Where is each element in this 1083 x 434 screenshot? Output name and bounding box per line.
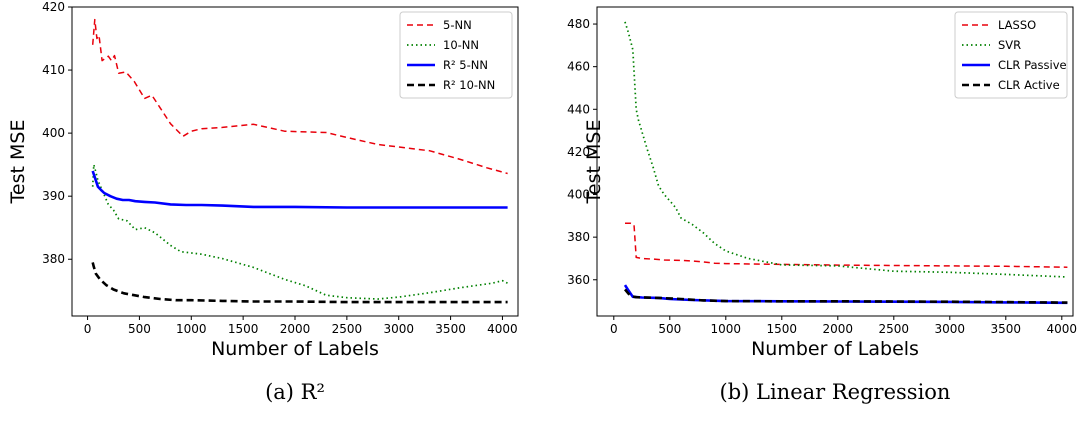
y-tick-label: 420: [567, 145, 590, 159]
x-tick-label: 1500: [767, 322, 798, 336]
panel-caption: (a) R²: [265, 380, 325, 404]
legend-label: SVR: [998, 38, 1021, 52]
series-line-r-10-nn: [91, 262, 508, 304]
legend-label: R² 10-NN: [443, 78, 495, 92]
x-tick-label: 2000: [823, 322, 854, 336]
plot-frame: [596, 6, 1074, 317]
y-axis-label: Test MSE: [583, 120, 605, 205]
y-axis-label: Test MSE: [7, 120, 29, 205]
panel-caption: (b) Linear Regression: [720, 380, 951, 404]
x-tick-label: 3500: [435, 322, 466, 336]
legend-box: [399, 11, 513, 99]
y-tick-label: 380: [567, 230, 590, 244]
x-tick-label: 3000: [383, 322, 414, 336]
legend-label: CLR Passive: [998, 58, 1067, 72]
y-tick-label: 400: [567, 188, 590, 202]
y-tick-label: 420: [42, 0, 65, 14]
x-tick-label: 1500: [228, 322, 259, 336]
x-axis-label: Number of Labels: [211, 338, 379, 360]
series-line-lasso: [625, 222, 1068, 268]
chart-panel-a: 0 500 1000 1500 2000 2500 3000 3500 4000 380 390 40…: [7, 0, 519, 404]
x-tick-label: 2500: [879, 322, 910, 336]
series-line-r-5-nn: [91, 170, 508, 209]
x-tick-label: 4000: [487, 322, 518, 336]
y-tick-label: 400: [42, 126, 65, 140]
x-tick-label: 500: [658, 322, 681, 336]
series-line-5-nn: [91, 18, 508, 175]
x-axis-label: Number of Labels: [751, 338, 919, 360]
y-tick-label: 480: [567, 17, 590, 31]
x-tick-label: 0: [84, 322, 92, 336]
chart-panel-b: 0 500 1000 1500 2000 2500 3000 3500 4000 360 380 40…: [567, 6, 1078, 404]
legend-label: CLR Active: [998, 78, 1060, 92]
series-line-clr-active: [623, 288, 1068, 304]
series-line-10-nn: [91, 163, 508, 300]
x-tick-label: 1000: [711, 322, 742, 336]
legend-box: [954, 11, 1068, 99]
x-tick-label: 500: [128, 322, 151, 336]
x-tick-label: 1000: [176, 322, 207, 336]
y-tick-label: 460: [567, 60, 590, 74]
legend-label: 5-NN: [443, 18, 472, 32]
x-tick-label: 2000: [280, 322, 311, 336]
x-tick-label: 4000: [1047, 322, 1078, 336]
y-tick-label: 360: [567, 273, 590, 287]
x-tick-label: 3000: [935, 322, 966, 336]
x-tick-label: 2500: [332, 322, 363, 336]
y-tick-label: 390: [42, 189, 65, 203]
legend-label: R² 5-NN: [443, 58, 488, 72]
legend-label: 10-NN: [443, 38, 479, 52]
y-tick-label: 440: [567, 102, 590, 116]
legend-label: LASSO: [998, 18, 1036, 32]
x-tick-label: 0: [610, 322, 618, 336]
y-tick-label: 410: [42, 63, 65, 77]
y-tick-label: 380: [42, 252, 65, 266]
x-tick-label: 3500: [991, 322, 1022, 336]
